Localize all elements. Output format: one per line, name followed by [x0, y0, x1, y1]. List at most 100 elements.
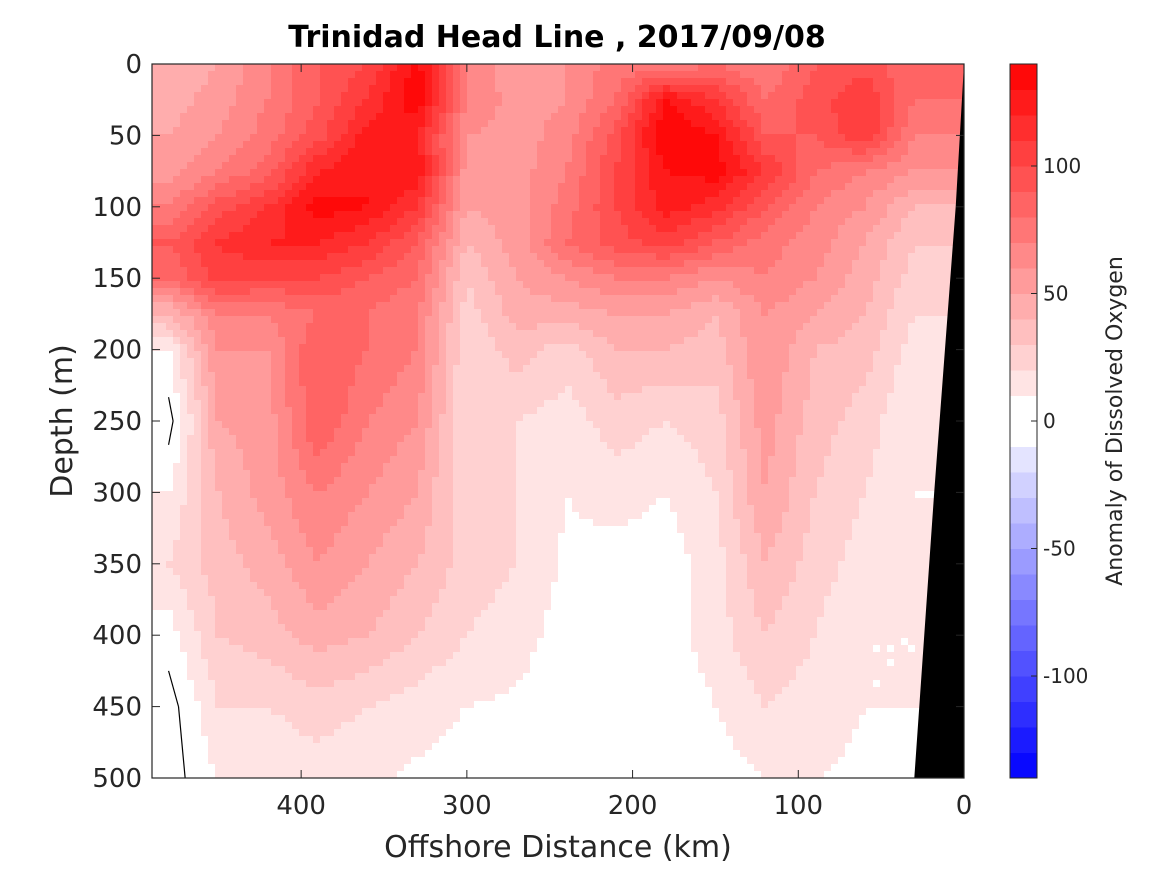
- field-cell: [236, 302, 244, 310]
- field-cell: [873, 92, 881, 100]
- field-cell: [789, 106, 797, 114]
- field-cell: [502, 99, 510, 107]
- field-cell: [614, 274, 622, 282]
- field-cell: [796, 183, 804, 191]
- field-cell: [201, 330, 209, 338]
- field-cell: [719, 274, 727, 282]
- field-cell: [824, 288, 832, 296]
- field-cell: [943, 127, 951, 135]
- field-cell: [397, 274, 405, 282]
- field-cell: [523, 155, 531, 163]
- field-cell: [663, 288, 671, 296]
- field-cell: [376, 281, 384, 289]
- field-cell: [327, 141, 335, 149]
- field-cell: [887, 183, 895, 191]
- field-cell: [208, 309, 216, 317]
- field-cell: [852, 176, 860, 184]
- field-cell: [271, 309, 279, 317]
- field-cell: [873, 134, 881, 142]
- field-cell: [187, 330, 195, 338]
- field-cell: [873, 211, 881, 219]
- field-cell: [579, 155, 587, 163]
- field-cell: [789, 302, 797, 310]
- field-cell: [278, 351, 286, 359]
- field-cell: [390, 344, 398, 352]
- field-cell: [894, 309, 902, 317]
- field-cell: [334, 330, 342, 338]
- field-cell: [152, 288, 160, 296]
- field-cell: [586, 71, 594, 79]
- field-cell: [621, 162, 629, 170]
- field-cell: [754, 106, 762, 114]
- field-cell: [558, 309, 566, 317]
- field-cell: [719, 267, 727, 275]
- field-cell: [894, 106, 902, 114]
- field-cell: [845, 239, 853, 247]
- field-cell: [726, 197, 734, 205]
- field-cell: [768, 288, 776, 296]
- field-cell: [880, 99, 888, 107]
- field-cell: [222, 274, 230, 282]
- field-cell: [362, 176, 370, 184]
- field-cell: [894, 232, 902, 240]
- field-cell: [663, 218, 671, 226]
- field-cell: [194, 365, 202, 373]
- field-cell: [208, 148, 216, 156]
- field-cell: [320, 71, 328, 79]
- field-cell: [719, 64, 727, 72]
- field-cell: [887, 246, 895, 254]
- field-cell: [537, 141, 545, 149]
- field-cell: [376, 302, 384, 310]
- field-cell: [285, 134, 293, 142]
- field-cell: [530, 246, 538, 254]
- field-cell: [278, 330, 286, 338]
- field-cell: [411, 204, 419, 212]
- field-cell: [894, 99, 902, 107]
- field-cell: [523, 85, 531, 93]
- field-cell: [635, 204, 643, 212]
- field-cell: [474, 267, 482, 275]
- field-cell: [180, 190, 188, 198]
- field-cell: [306, 323, 314, 331]
- field-cell: [761, 253, 769, 261]
- field-cell: [509, 253, 517, 261]
- field-cell: [663, 323, 671, 331]
- field-cell: [922, 225, 930, 233]
- field-cell: [516, 183, 524, 191]
- field-cell: [264, 246, 272, 254]
- field-cell: [257, 337, 265, 345]
- field-cell: [796, 323, 804, 331]
- field-cell: [460, 148, 468, 156]
- field-cell: [635, 246, 643, 254]
- field-cell: [306, 183, 314, 191]
- field-cell: [691, 218, 699, 226]
- field-cell: [642, 267, 650, 275]
- field-cell: [614, 78, 622, 86]
- field-cell: [586, 239, 594, 247]
- field-cell: [467, 309, 475, 317]
- field-cell: [250, 344, 258, 352]
- field-cell: [327, 155, 335, 163]
- field-cell: [915, 148, 923, 156]
- field-cell: [950, 155, 958, 163]
- field-cell: [453, 232, 461, 240]
- field-cell: [341, 351, 349, 359]
- field-cell: [285, 337, 293, 345]
- field-cell: [887, 225, 895, 233]
- field-cell: [635, 120, 643, 128]
- field-cell: [229, 64, 237, 72]
- field-cell: [236, 232, 244, 240]
- field-cell: [551, 274, 559, 282]
- field-cell: [761, 190, 769, 198]
- field-cell: [705, 344, 713, 352]
- field-cell: [572, 239, 580, 247]
- field-cell: [299, 246, 307, 254]
- field-cell: [411, 148, 419, 156]
- field-cell: [733, 344, 741, 352]
- field-cell: [663, 134, 671, 142]
- field-cell: [299, 113, 307, 121]
- field-cell: [446, 351, 454, 359]
- field-cell: [810, 232, 818, 240]
- field-cell: [173, 197, 181, 205]
- field-cell: [292, 71, 300, 79]
